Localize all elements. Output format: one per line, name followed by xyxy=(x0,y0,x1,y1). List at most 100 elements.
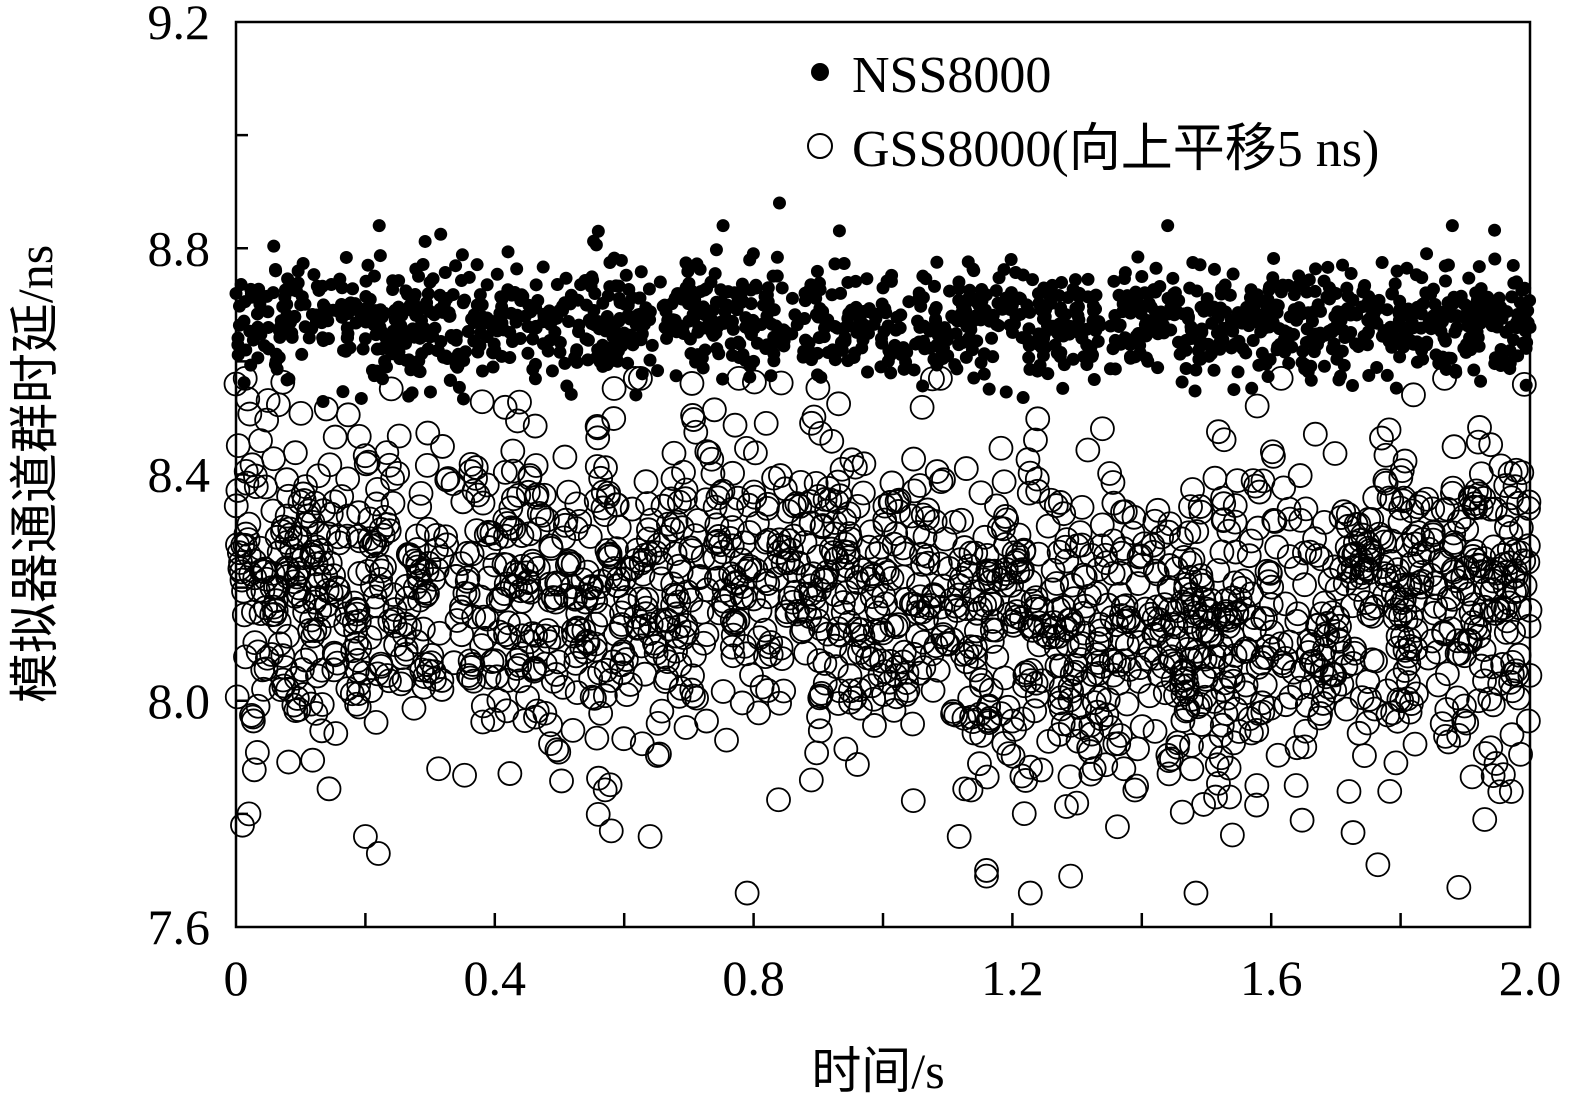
gss8000-point xyxy=(1195,618,1221,644)
gss8000-point xyxy=(1169,673,1194,699)
gss8000-point xyxy=(584,454,610,479)
gss8000-point xyxy=(746,700,772,726)
nss8000-point xyxy=(603,354,617,368)
gss8000-point xyxy=(1363,648,1388,674)
gss8000-point xyxy=(711,578,737,604)
gss8000-point xyxy=(1038,487,1064,513)
gss8000-point xyxy=(901,446,927,472)
gss8000-point xyxy=(825,691,851,716)
gss8000-point xyxy=(1305,613,1330,638)
gss8000-point xyxy=(307,597,333,623)
nss8000-point xyxy=(501,245,515,259)
gss8000-point xyxy=(1336,558,1362,584)
gss8000-point xyxy=(1216,607,1242,633)
gss8000-point xyxy=(1272,591,1298,617)
nss8000-point xyxy=(434,334,448,348)
gss8000-point xyxy=(961,579,986,605)
nss8000-point xyxy=(458,293,472,307)
gss8000-point xyxy=(1343,512,1369,537)
nss8000-point xyxy=(501,283,515,297)
nss8000-point xyxy=(1279,329,1293,343)
gss8000-point xyxy=(988,701,1014,727)
nss8000-point xyxy=(1120,289,1134,303)
gss8000-point xyxy=(664,601,690,627)
gss8000-point xyxy=(992,572,1018,598)
gss8000-point xyxy=(1254,558,1280,584)
gss8000-point xyxy=(1013,768,1039,793)
gss8000-point xyxy=(967,751,992,777)
gss8000-point xyxy=(782,493,807,519)
gss8000-point xyxy=(1309,658,1335,683)
nss8000-point xyxy=(883,348,897,362)
gss8000-point xyxy=(1164,734,1190,760)
gss8000-point xyxy=(637,824,663,849)
nss8000-point xyxy=(1415,271,1429,285)
nss8000-point xyxy=(635,367,649,381)
gss8000-point xyxy=(435,466,461,491)
gss8000-point xyxy=(564,680,590,706)
nss8000-point xyxy=(1467,363,1481,377)
gss8000-point xyxy=(509,553,535,579)
nss8000-point xyxy=(974,356,988,370)
nss8000-point xyxy=(743,253,757,267)
nss8000-point xyxy=(1309,262,1323,276)
gss8000-point xyxy=(1434,697,1460,722)
gss8000-point xyxy=(974,542,1000,568)
gss8000-point xyxy=(733,558,759,584)
gss8000-point xyxy=(1379,487,1405,513)
gss8000-point xyxy=(1283,555,1309,581)
gss8000-point xyxy=(661,582,687,608)
nss8000-point xyxy=(1184,331,1198,345)
x-tick-label: 1.2 xyxy=(981,950,1044,1006)
gss8000-point xyxy=(666,683,692,709)
gss8000-point xyxy=(292,599,318,625)
nss8000-point xyxy=(709,243,723,257)
gss8000-point xyxy=(317,452,343,478)
gss8000-point xyxy=(549,768,574,794)
gss8000-point xyxy=(873,591,898,617)
gss8000-point xyxy=(592,502,618,528)
nss8000-point xyxy=(1041,367,1055,381)
gss8000-point xyxy=(569,634,595,660)
gss8000-point xyxy=(443,563,469,589)
gss8000-point xyxy=(1085,631,1110,656)
gss8000-point xyxy=(766,787,791,813)
gss8000-point xyxy=(742,440,768,466)
gss8000-point xyxy=(578,665,604,691)
gss8000-point xyxy=(460,652,486,677)
gss8000-point xyxy=(1359,603,1385,629)
gss8000-point xyxy=(645,711,671,736)
gss8000-point xyxy=(238,561,264,587)
gss8000-point xyxy=(974,863,999,889)
gss8000-point xyxy=(485,588,511,614)
gss8000-point xyxy=(1000,743,1026,769)
nss8000-point xyxy=(1022,351,1036,365)
gss8000-point xyxy=(1296,628,1322,654)
gss8000-point xyxy=(449,551,474,576)
nss8000-point xyxy=(983,314,997,328)
nss8000-point xyxy=(480,314,494,328)
gss8000-point xyxy=(574,628,600,654)
gss8000-point xyxy=(993,532,1019,557)
nss8000-point xyxy=(1329,287,1343,300)
gss8000-point xyxy=(1185,694,1211,720)
nss8000-point xyxy=(909,337,923,351)
gss8000-point xyxy=(413,583,439,608)
nss8000-point xyxy=(952,338,966,352)
nss8000-point xyxy=(828,257,842,271)
gss8000-point xyxy=(635,491,660,516)
gss8000-point xyxy=(370,522,396,548)
gss8000-point xyxy=(1208,723,1234,749)
gss8000-point xyxy=(593,657,619,683)
nss8000-point xyxy=(470,298,484,312)
gss8000-point xyxy=(1265,742,1291,768)
gss8000-point xyxy=(1090,416,1115,442)
nss8000-point xyxy=(388,313,402,327)
gss8000-point xyxy=(458,459,484,484)
nss8000-point xyxy=(1437,331,1451,345)
gss8000-point xyxy=(1085,556,1111,582)
gss8000-point xyxy=(900,711,925,737)
nss8000-point xyxy=(874,360,888,374)
gss8000-point xyxy=(874,560,900,585)
nss8000-point xyxy=(1245,381,1259,395)
